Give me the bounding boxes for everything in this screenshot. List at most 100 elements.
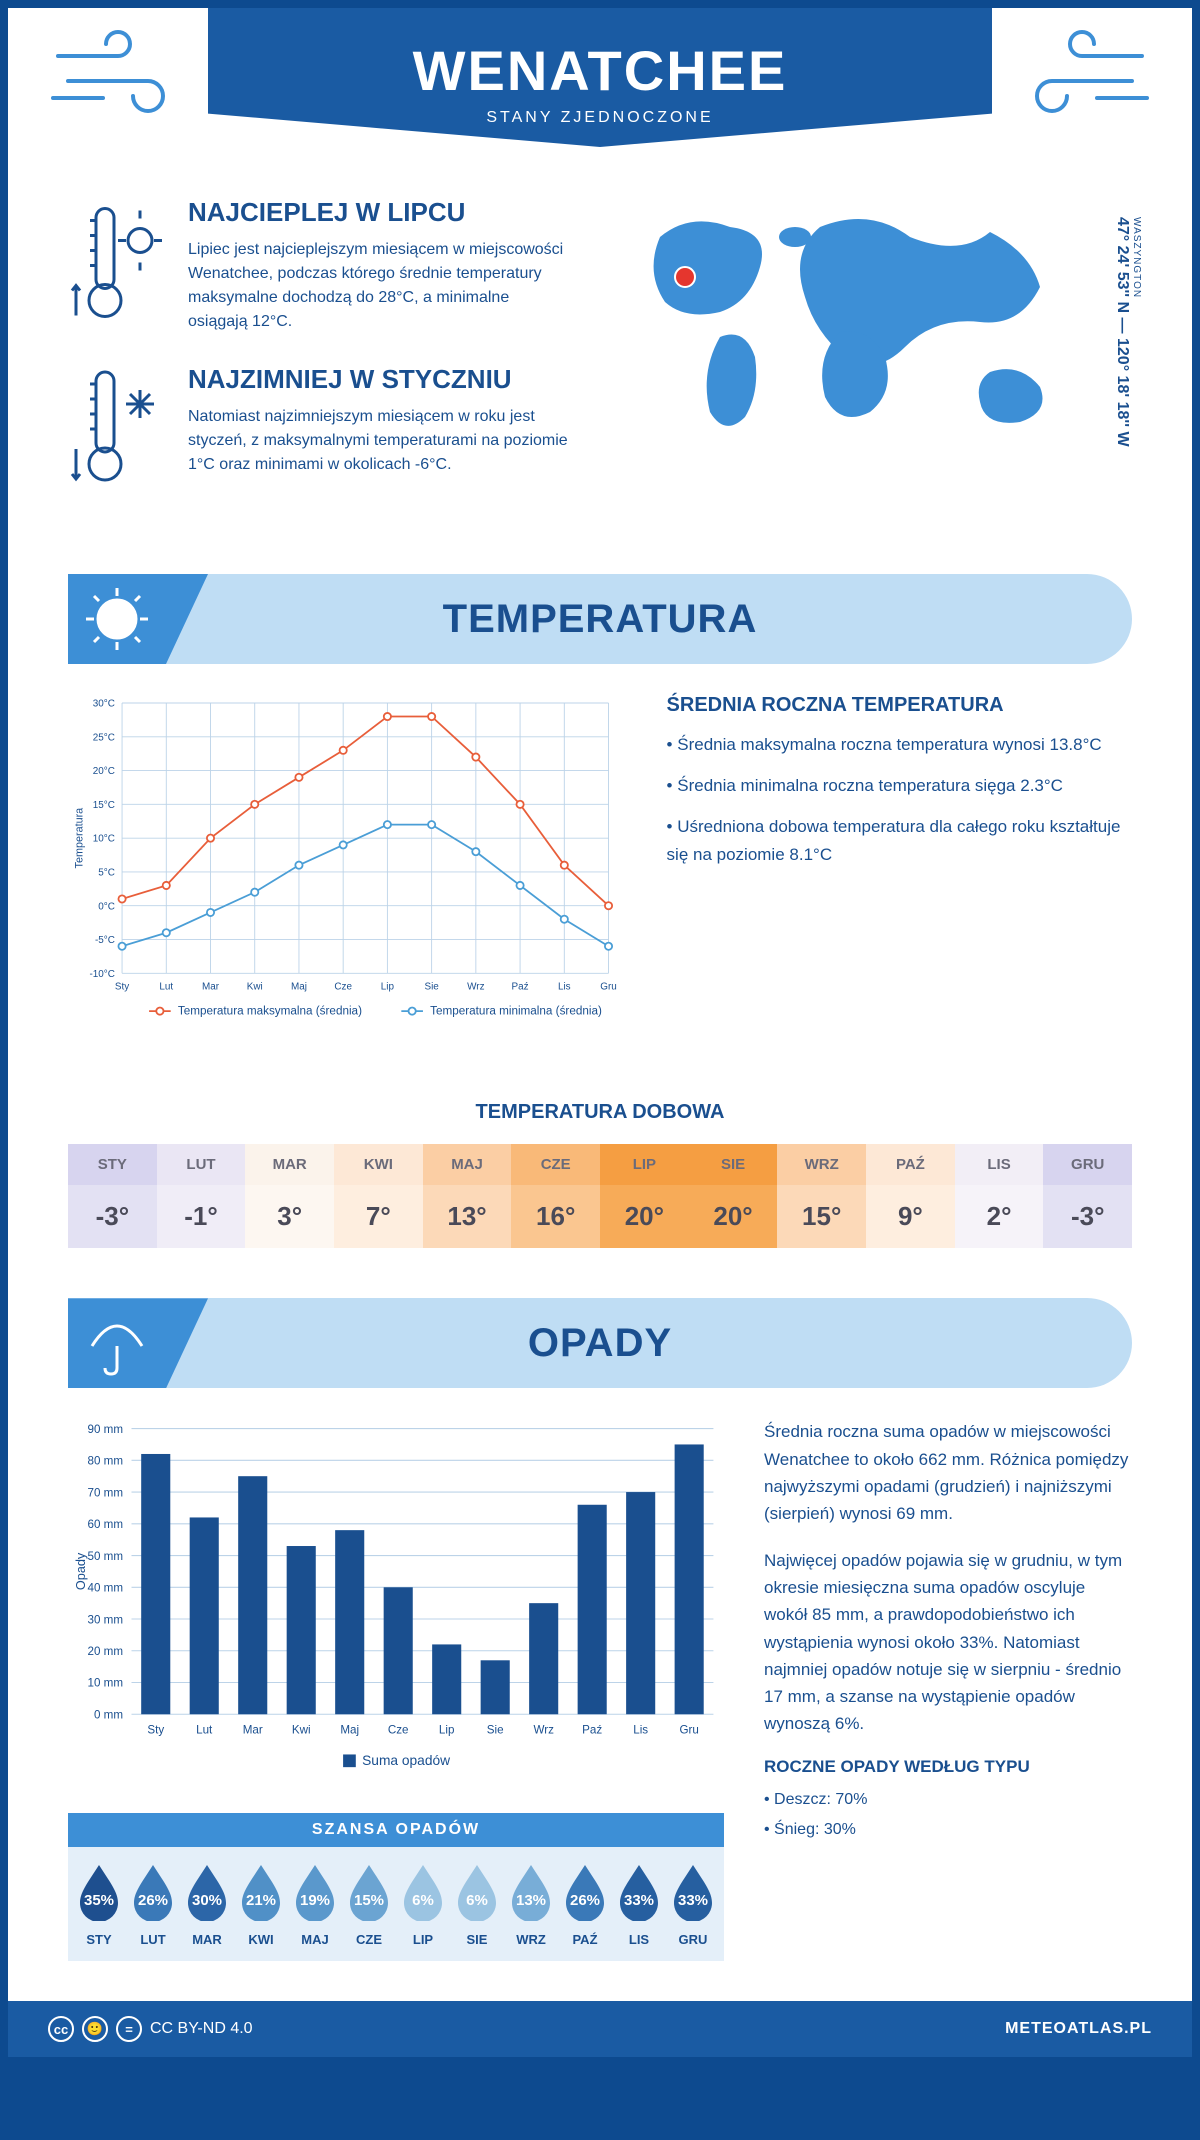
- svg-text:-5°C: -5°C: [95, 935, 115, 946]
- svg-text:Mar: Mar: [243, 1724, 263, 1737]
- brand: METEOATLAS.PL: [1005, 2020, 1152, 2038]
- svg-text:Temperatura maksymalna (średni: Temperatura maksymalna (średnia): [178, 1005, 362, 1018]
- precip-type-line: • Deszcz: 70%: [764, 1787, 1132, 1813]
- svg-text:-10°C: -10°C: [89, 969, 114, 980]
- wind-icon: [1012, 26, 1152, 126]
- avg-temp-bullets: Średnia maksymalna roczna temperatura wy…: [667, 731, 1132, 868]
- precip-types: • Deszcz: 70% • Śnieg: 30%: [764, 1787, 1132, 1842]
- svg-text:30 mm: 30 mm: [87, 1614, 123, 1627]
- svg-text:Kwi: Kwi: [292, 1724, 311, 1737]
- daily-cell: KWI7°: [334, 1144, 423, 1248]
- precip-bar-chart: 0 mm 10 mm 20 mm 30 mm 40 mm 50 mm 60 mm 70 mm 8…: [68, 1418, 724, 1778]
- svg-text:6%: 6%: [466, 1892, 488, 1909]
- thermometer-hot-icon: [68, 197, 168, 334]
- location-marker: [675, 267, 695, 287]
- svg-text:Wrz: Wrz: [467, 981, 484, 992]
- daily-cell: CZE16°: [511, 1144, 600, 1248]
- svg-text:13%: 13%: [516, 1892, 546, 1909]
- svg-text:Lis: Lis: [558, 981, 571, 992]
- svg-text:25°C: 25°C: [93, 732, 115, 743]
- chance-drop: 6%LIP: [398, 1861, 448, 1947]
- svg-text:26%: 26%: [570, 1892, 600, 1909]
- temperature-line-chart: -10°C-5°C0°C5°C10°C15°C20°C25°C30°CStyLu…: [68, 694, 627, 1036]
- chance-drop: 30%MAR: [182, 1861, 232, 1947]
- svg-text:Paź: Paź: [512, 981, 529, 992]
- fact-body: Natomiast najzimniejszym miesiącem w rok…: [188, 405, 568, 477]
- license: cc 🙂 = CC BY-ND 4.0: [48, 2016, 253, 2042]
- daily-cell: MAJ13°: [423, 1144, 512, 1248]
- svg-text:40 mm: 40 mm: [87, 1582, 123, 1595]
- avg-bullet: Średnia minimalna roczna temperatura się…: [667, 772, 1132, 799]
- sun-icon: [82, 584, 152, 654]
- svg-text:Mar: Mar: [202, 981, 220, 992]
- svg-text:Lis: Lis: [633, 1724, 648, 1737]
- svg-text:Cze: Cze: [388, 1724, 409, 1737]
- section-title: OPADY: [528, 1321, 672, 1366]
- svg-text:33%: 33%: [624, 1892, 654, 1909]
- svg-text:33%: 33%: [678, 1892, 708, 1909]
- precip-type-title: ROCZNE OPADY WEDŁUG TYPU: [764, 1757, 1132, 1777]
- svg-text:80 mm: 80 mm: [87, 1455, 123, 1468]
- chance-drop: 6%SIE: [452, 1861, 502, 1947]
- svg-text:15%: 15%: [354, 1892, 384, 1909]
- intro-section: NAJCIEPLEJ W LIPCU Lipiec jest najcieple…: [8, 147, 1192, 564]
- svg-text:10°C: 10°C: [93, 834, 115, 845]
- svg-text:Maj: Maj: [291, 981, 307, 992]
- chance-drop: 35%STY: [74, 1861, 124, 1947]
- svg-text:19%: 19%: [300, 1892, 330, 1909]
- svg-text:Lut: Lut: [196, 1724, 213, 1737]
- svg-text:21%: 21%: [246, 1892, 276, 1909]
- svg-text:60 mm: 60 mm: [87, 1518, 123, 1531]
- svg-text:Gru: Gru: [600, 981, 617, 992]
- daily-cell: STY-3°: [68, 1144, 157, 1248]
- svg-text:Opady: Opady: [74, 1552, 88, 1590]
- section-title: TEMPERATURA: [443, 597, 758, 642]
- daily-cell: SIE20°: [689, 1144, 778, 1248]
- daily-temp-title: TEMPERATURA DOBOWA: [8, 1101, 1192, 1124]
- svg-text:Sty: Sty: [115, 981, 129, 992]
- chance-drop: 26%PAŹ: [560, 1861, 610, 1947]
- svg-text:90 mm: 90 mm: [87, 1423, 123, 1436]
- fact-title: NAJCIEPLEJ W LIPCU: [188, 197, 568, 228]
- title-banner: WENATCHEE STANY ZJEDNOCZONE: [208, 8, 992, 147]
- cc-icon: cc: [48, 2016, 74, 2042]
- latitude: 47° 24' 53'' N: [1114, 217, 1131, 313]
- svg-text:5°C: 5°C: [98, 868, 115, 879]
- svg-text:Maj: Maj: [340, 1724, 359, 1737]
- svg-text:10 mm: 10 mm: [87, 1677, 123, 1690]
- daily-cell: GRU-3°: [1043, 1144, 1132, 1248]
- chance-drop: 33%GRU: [668, 1861, 718, 1947]
- section-header-precip: OPADY: [68, 1298, 1132, 1388]
- country-subtitle: STANY ZJEDNOCZONE: [208, 109, 992, 127]
- svg-text:20 mm: 20 mm: [87, 1645, 123, 1658]
- svg-text:26%: 26%: [138, 1892, 168, 1909]
- fact-title: NAJZIMNIEJ W STYCZNIU: [188, 364, 568, 395]
- svg-text:50 mm: 50 mm: [87, 1550, 123, 1563]
- fact-body: Lipiec jest najcieplejszym miesiącem w m…: [188, 238, 568, 334]
- svg-text:Lip: Lip: [439, 1724, 455, 1737]
- chance-drop: 15%CZE: [344, 1861, 394, 1947]
- daily-temp-table: STY-3°LUT-1°MAR3°KWI7°MAJ13°CZE16°LIP20°…: [68, 1144, 1132, 1248]
- nd-icon: =: [116, 2016, 142, 2042]
- chance-title: SZANSA OPADÓW: [68, 1813, 724, 1847]
- svg-text:70 mm: 70 mm: [87, 1487, 123, 1500]
- svg-text:6%: 6%: [412, 1892, 434, 1909]
- svg-text:Temperatura minimalna (średnia: Temperatura minimalna (średnia): [430, 1005, 602, 1018]
- precip-type-line: • Śnieg: 30%: [764, 1817, 1132, 1843]
- daily-cell: MAR3°: [245, 1144, 334, 1248]
- daily-cell: LIP20°: [600, 1144, 689, 1248]
- svg-text:Gru: Gru: [679, 1724, 698, 1737]
- svg-text:Temperatura: Temperatura: [73, 808, 85, 869]
- chance-drop: 26%LUT: [128, 1861, 178, 1947]
- svg-text:Kwi: Kwi: [247, 981, 263, 992]
- longitude: 120° 18' 18'' W: [1114, 338, 1131, 447]
- wind-icon: [48, 26, 188, 126]
- svg-text:0 mm: 0 mm: [94, 1709, 123, 1722]
- header: WENATCHEE STANY ZJEDNOCZONE: [8, 8, 1192, 147]
- precip-para: Średnia roczna suma opadów w miejscowośc…: [764, 1418, 1132, 1527]
- svg-text:Lut: Lut: [159, 981, 173, 992]
- avg-temp-title: ŚREDNIA ROCZNA TEMPERATURA: [667, 694, 1132, 717]
- precip-para: Najwięcej opadów pojawia się w grudniu, …: [764, 1547, 1132, 1737]
- chance-drop: 21%KWI: [236, 1861, 286, 1947]
- svg-text:Paź: Paź: [582, 1724, 602, 1737]
